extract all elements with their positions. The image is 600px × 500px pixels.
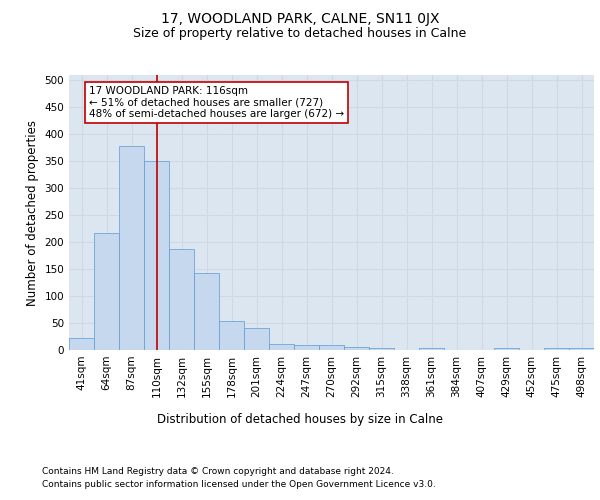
Bar: [144, 162, 169, 350]
Text: Contains HM Land Registry data © Crown copyright and database right 2024.: Contains HM Land Registry data © Crown c…: [42, 468, 394, 476]
Bar: [569, 348, 594, 350]
Bar: [94, 233, 119, 350]
Bar: [319, 345, 344, 350]
Text: 17 WOODLAND PARK: 116sqm
← 51% of detached houses are smaller (727)
48% of semi-: 17 WOODLAND PARK: 116sqm ← 51% of detach…: [89, 86, 344, 119]
Bar: [119, 146, 144, 350]
Bar: [294, 345, 319, 350]
Bar: [419, 348, 444, 350]
Text: Distribution of detached houses by size in Calne: Distribution of detached houses by size …: [157, 412, 443, 426]
Bar: [369, 348, 394, 350]
Bar: [169, 248, 194, 350]
Bar: [494, 348, 519, 350]
Text: Contains public sector information licensed under the Open Government Licence v3: Contains public sector information licen…: [42, 480, 436, 489]
Bar: [344, 348, 369, 350]
Bar: [244, 328, 269, 350]
Bar: [194, 273, 219, 350]
Text: Size of property relative to detached houses in Calne: Size of property relative to detached ho…: [133, 28, 467, 40]
Bar: [269, 344, 294, 350]
Bar: [544, 348, 569, 350]
Bar: [219, 321, 244, 350]
Bar: [69, 338, 94, 350]
Text: 17, WOODLAND PARK, CALNE, SN11 0JX: 17, WOODLAND PARK, CALNE, SN11 0JX: [161, 12, 439, 26]
Y-axis label: Number of detached properties: Number of detached properties: [26, 120, 39, 306]
